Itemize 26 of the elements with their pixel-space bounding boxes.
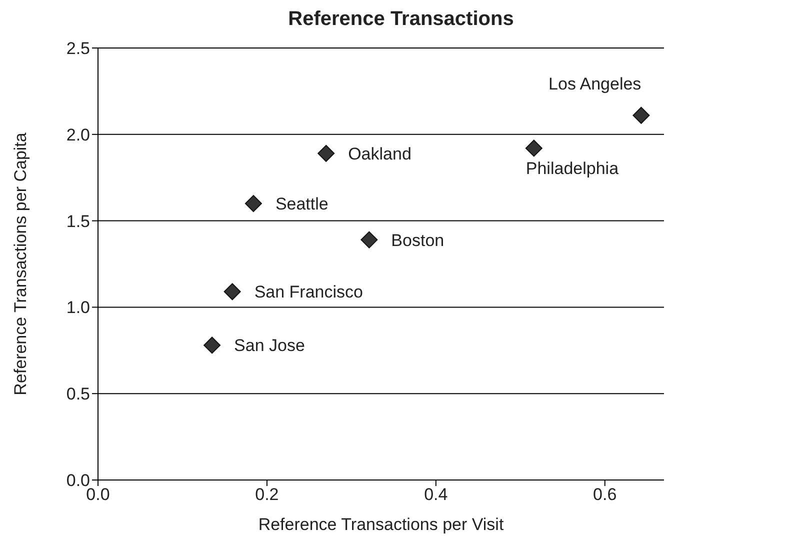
y-tick-label: 2.0 [66, 125, 90, 144]
y-tick-label: 0.5 [66, 384, 90, 404]
x-tick-label: 0.0 [86, 485, 110, 504]
annotation: Seattle [275, 194, 328, 214]
y-tick-label: 1.5 [66, 212, 90, 231]
x-tick-label: 0.6 [593, 485, 617, 504]
chart-title: Reference Transactions [287, 8, 515, 31]
x-axis-title: Reference Transactions per Visit [258, 515, 504, 534]
point [244, 195, 262, 212]
point [360, 231, 378, 248]
y-axis-title: Reference Transactions per Capita [11, 132, 30, 396]
annotation: Philadelphia [526, 159, 620, 178]
x-tick-label: 0.2 [255, 485, 279, 504]
point [204, 336, 221, 354]
point [632, 106, 650, 124]
point [224, 283, 241, 300]
point [318, 144, 335, 162]
y-tick-label: 2.5 [66, 39, 90, 58]
annotation: San Jose [234, 336, 305, 356]
point [525, 140, 542, 157]
annotation: Boston [391, 230, 444, 250]
annotation: Oakland [348, 144, 412, 164]
x-tick-label: 0.4 [424, 485, 448, 504]
annotation: Los Angeles [548, 74, 642, 94]
annotation: San Francisco [254, 282, 363, 302]
y-tick-label: 1.0 [66, 298, 90, 318]
